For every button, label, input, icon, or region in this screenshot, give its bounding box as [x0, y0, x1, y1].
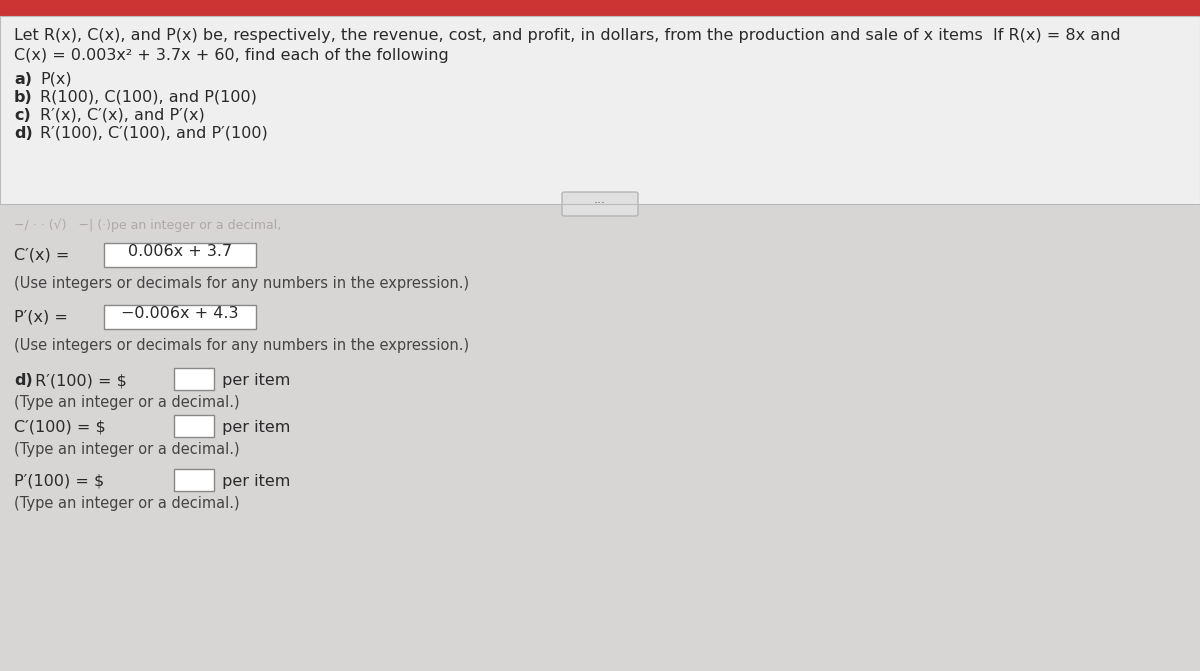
Text: d): d)	[14, 126, 32, 141]
Text: C(x) = 0.003x² + 3.7x + 60, find each of the following: C(x) = 0.003x² + 3.7x + 60, find each of…	[14, 48, 449, 63]
Text: R′(x), C′(x), and P′(x): R′(x), C′(x), and P′(x)	[40, 108, 205, 123]
Text: R(100), C(100), and P(100): R(100), C(100), and P(100)	[40, 90, 257, 105]
Text: R′(100), C′(100), and P′(100): R′(100), C′(100), and P′(100)	[40, 126, 268, 141]
Text: −0.006x + 4.3: −0.006x + 4.3	[121, 305, 239, 321]
Text: P(x): P(x)	[40, 72, 72, 87]
Text: (Use integers or decimals for any numbers in the expression.): (Use integers or decimals for any number…	[14, 338, 469, 353]
Text: (Type an integer or a decimal.): (Type an integer or a decimal.)	[14, 395, 240, 410]
Text: R′(100) = $: R′(100) = $	[30, 373, 127, 388]
FancyBboxPatch shape	[0, 0, 1200, 16]
FancyBboxPatch shape	[0, 205, 1200, 671]
FancyBboxPatch shape	[104, 243, 256, 267]
Text: per item: per item	[217, 373, 290, 388]
Text: C′(100) = $: C′(100) = $	[14, 420, 106, 435]
Text: b): b)	[14, 90, 32, 105]
FancyBboxPatch shape	[0, 16, 1200, 205]
Text: P′(100) = $: P′(100) = $	[14, 474, 104, 489]
Text: −/ · · (√)   −| (·)pe an integer or a decimal,: −/ · · (√) −| (·)pe an integer or a deci…	[14, 218, 281, 231]
Text: (Type an integer or a decimal.): (Type an integer or a decimal.)	[14, 496, 240, 511]
Text: Let R(x), C(x), and P(x) be, respectively, the revenue, cost, and profit, in dol: Let R(x), C(x), and P(x) be, respectivel…	[14, 28, 1121, 43]
FancyBboxPatch shape	[174, 469, 214, 491]
FancyBboxPatch shape	[174, 415, 214, 437]
Text: d): d)	[14, 373, 32, 388]
Text: c): c)	[14, 108, 31, 123]
Text: ···: ···	[594, 197, 606, 211]
Text: per item: per item	[217, 474, 290, 489]
Text: a): a)	[14, 72, 32, 87]
Text: (Use integers or decimals for any numbers in the expression.): (Use integers or decimals for any number…	[14, 276, 469, 291]
Text: per item: per item	[217, 420, 290, 435]
FancyBboxPatch shape	[104, 305, 256, 329]
Text: C′(x) =: C′(x) =	[14, 248, 74, 263]
Text: (Type an integer or a decimal.): (Type an integer or a decimal.)	[14, 442, 240, 457]
Text: 0.006x + 3.7: 0.006x + 3.7	[128, 244, 232, 258]
FancyBboxPatch shape	[174, 368, 214, 390]
FancyBboxPatch shape	[562, 192, 638, 216]
Text: P′(x) =: P′(x) =	[14, 310, 73, 325]
